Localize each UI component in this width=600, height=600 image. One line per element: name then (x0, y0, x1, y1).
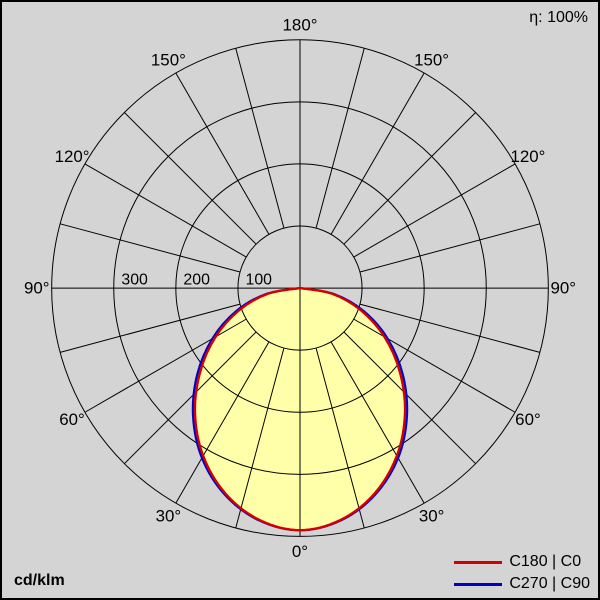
svg-text:30°: 30° (419, 507, 445, 526)
svg-text:0°: 0° (292, 542, 308, 561)
svg-text:180°: 180° (283, 15, 318, 34)
legend-item-c0: C180 | C0 (454, 553, 590, 571)
svg-text:60°: 60° (59, 410, 85, 429)
svg-text:90°: 90° (550, 279, 576, 298)
svg-text:60°: 60° (515, 410, 541, 429)
svg-text:150°: 150° (151, 51, 186, 70)
legend-line-c0-icon (454, 560, 503, 564)
svg-text:300: 300 (121, 272, 148, 289)
legend-item-c90: C270 | C90 (454, 575, 590, 593)
efficiency-label: η: 100% (529, 9, 588, 26)
legend-label-c90: C270 | C90 (509, 575, 590, 592)
svg-text:100: 100 (246, 272, 273, 289)
svg-text:120°: 120° (55, 147, 90, 166)
svg-text:200: 200 (183, 272, 210, 289)
legend-label-c0: C180 | C0 (509, 553, 582, 570)
legend: C180 | C0 C270 | C90 (454, 553, 590, 593)
svg-text:30°: 30° (156, 507, 182, 526)
unit-label: cd/klm (14, 572, 65, 589)
svg-text:120°: 120° (511, 147, 546, 166)
svg-text:150°: 150° (414, 51, 449, 70)
svg-text:90°: 90° (24, 279, 50, 298)
legend-line-c90-icon (454, 582, 503, 586)
